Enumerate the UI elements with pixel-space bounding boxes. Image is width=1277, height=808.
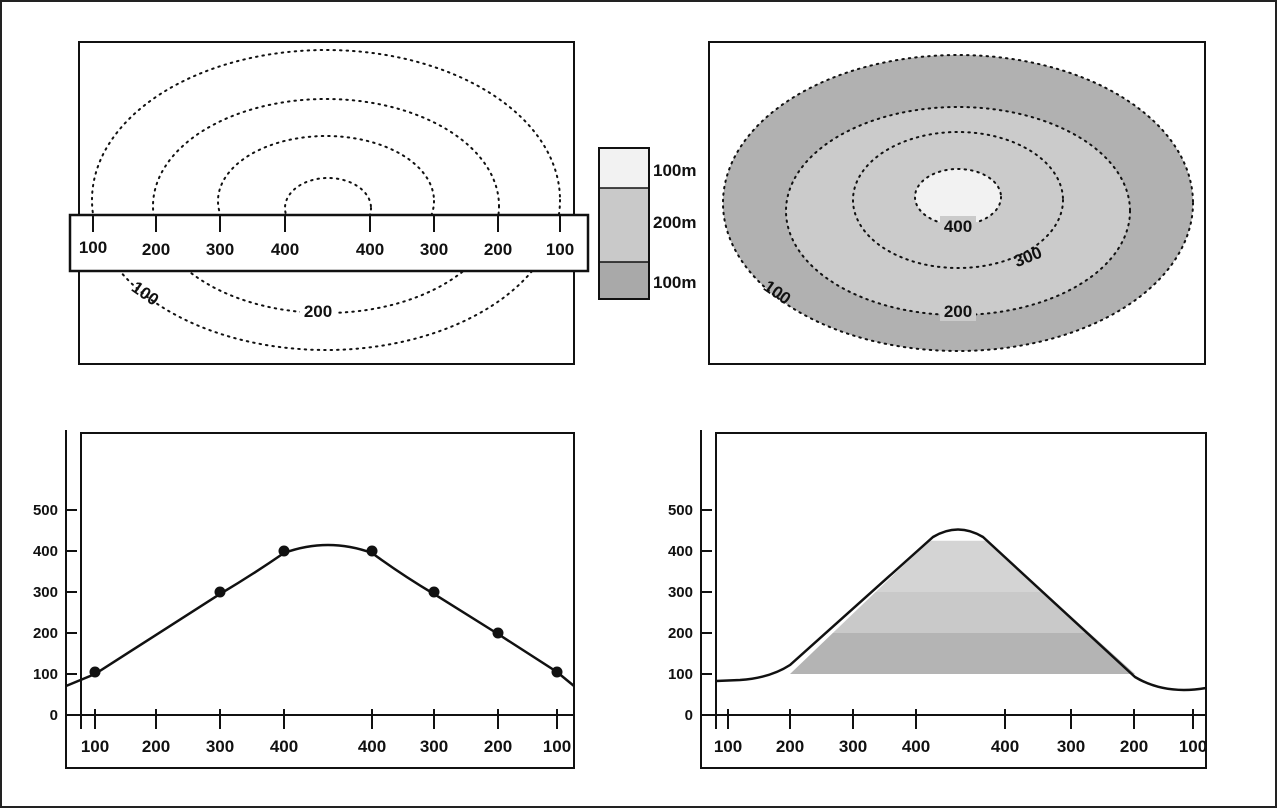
x-tick-label: 300 — [206, 737, 234, 756]
strip-label: 400 — [356, 240, 384, 259]
legend-swatch-top — [599, 148, 649, 188]
profile-chart-points: 0 100 200 300 400 500 100 200 300 400 400 300 200 10… — [33, 430, 575, 769]
chart-frame — [80, 432, 575, 716]
y-tick-label: 400 — [33, 543, 58, 560]
elevation-band — [875, 540, 1045, 592]
strip-label: 400 — [271, 240, 299, 259]
data-point — [89, 666, 101, 678]
x-tick-label: 400 — [358, 737, 386, 756]
x-tick-label: 100 — [714, 737, 742, 756]
band-inner — [915, 169, 1001, 225]
x-tick-label: 100 — [543, 737, 571, 756]
profile-chart-shaded: 0 100 200 300 400 500 100 200 300 400 400 300 200 10… — [668, 430, 1207, 769]
strip-label: 200 — [142, 240, 170, 259]
y-tick-label: 500 — [33, 502, 58, 519]
x-tick-label: 400 — [270, 737, 298, 756]
x-axis-strip — [65, 714, 575, 769]
y-tick-label: 200 — [668, 625, 693, 642]
y-tick-label: 0 — [685, 707, 693, 724]
data-point — [278, 545, 290, 557]
x-tick-label: 100 — [1179, 737, 1207, 756]
x-tick-label: 200 — [142, 737, 170, 756]
legend-label-bottom: 100m — [653, 273, 696, 292]
strip-label: 300 — [420, 240, 448, 259]
contour-label-400: 400 — [944, 217, 972, 236]
elevation-band — [790, 633, 1135, 674]
y-tick-label: 300 — [668, 584, 693, 601]
x-tick-label: 300 — [1057, 737, 1085, 756]
contour-100 — [91, 49, 561, 351]
data-point — [551, 666, 563, 678]
contour-300 — [852, 131, 1064, 269]
contour-map-plain: 100 200 300 400 400 300 200 100 200 100 — [68, 41, 590, 365]
x-tick-label: 200 — [484, 737, 512, 756]
x-tick-label: 200 — [1120, 737, 1148, 756]
y-tick-label: 100 — [33, 666, 58, 683]
data-point — [428, 586, 440, 598]
y-tick-label: 400 — [668, 543, 693, 560]
y-tick-label: 200 — [33, 625, 58, 642]
x-tick-label: 400 — [991, 737, 1019, 756]
y-tick-label: 100 — [668, 666, 693, 683]
strip-label: 100 — [546, 240, 574, 259]
x-tick-label: 200 — [776, 737, 804, 756]
y-tick-label: 0 — [50, 707, 58, 724]
x-tick-label: 400 — [902, 737, 930, 756]
contour-100 — [722, 54, 1194, 352]
elevation-band — [832, 592, 1090, 633]
contour-map-shaded: 400 300 200 100 — [708, 41, 1206, 365]
x-tick-label: 300 — [839, 737, 867, 756]
x-tick-label: 100 — [81, 737, 109, 756]
y-tick-label: 300 — [33, 584, 58, 601]
profile-line — [65, 543, 575, 688]
x-tick-label: 300 — [420, 737, 448, 756]
strip-label: 200 — [484, 240, 512, 259]
legend-label-middle: 200m — [653, 213, 696, 232]
legend-label-top: 100m — [653, 161, 696, 180]
contour-400 — [914, 168, 1002, 226]
strip-label: 300 — [206, 240, 234, 259]
data-point — [214, 586, 226, 598]
data-point — [366, 545, 378, 557]
legend-swatch-middle — [599, 188, 649, 262]
profile-line — [715, 528, 1207, 692]
contour-label-200: 200 — [304, 302, 332, 321]
y-tick-label: 500 — [668, 502, 693, 519]
elevation-legend: 100m 200m 100m — [598, 147, 696, 300]
data-point — [492, 627, 504, 639]
legend-swatch-bottom — [599, 262, 649, 299]
strip-label: 100 — [79, 238, 107, 257]
contour-label-200: 200 — [944, 302, 972, 321]
x-axis-strip — [700, 714, 1207, 769]
